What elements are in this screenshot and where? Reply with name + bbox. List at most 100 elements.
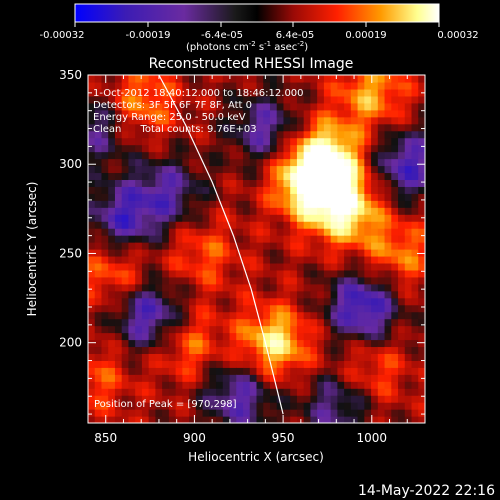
heatmap-cell — [256, 102, 264, 111]
heatmap-cell — [256, 311, 264, 320]
heatmap-cell — [283, 409, 291, 417]
heatmap-cell — [229, 269, 237, 278]
heatmap-cell — [344, 81, 352, 90]
heatmap-cell — [236, 200, 244, 208]
heatmap-cell — [317, 228, 325, 236]
heatmap-cell — [263, 193, 271, 201]
heatmap-cell — [418, 109, 425, 118]
heatmap-cell — [162, 346, 170, 354]
heatmap-cell — [344, 235, 352, 243]
heatmap-cell — [404, 353, 413, 361]
heatmap-cell — [162, 318, 170, 327]
heatmap-cell — [290, 102, 298, 111]
heatmap-cell — [222, 158, 231, 167]
heatmap-cell — [398, 165, 406, 174]
heatmap-cell — [411, 318, 419, 327]
heatmap-cell — [317, 262, 325, 271]
heatmap-cell — [243, 255, 251, 264]
heatmap-cell — [249, 381, 258, 389]
heatmap-cell — [236, 179, 244, 187]
heatmap-cell — [236, 235, 244, 243]
heatmap-cell — [283, 318, 291, 327]
heatmap-cell — [344, 75, 352, 83]
heatmap-cell — [344, 179, 352, 187]
heatmap-cell — [121, 186, 130, 194]
heatmap-cell — [182, 137, 190, 146]
heatmap-cell — [101, 269, 109, 278]
heatmap-cell — [135, 102, 143, 111]
heatmap-cell — [216, 214, 224, 222]
heatmap-cell — [269, 200, 278, 208]
heatmap-cell — [283, 304, 291, 313]
heatmap-cell — [108, 374, 116, 382]
heatmap-cell — [209, 304, 217, 313]
heatmap-cell — [243, 151, 251, 160]
heatmap-cell — [384, 102, 392, 111]
heatmap-cell — [377, 297, 386, 306]
heatmap-cell — [88, 262, 96, 271]
heatmap-cell — [317, 339, 325, 348]
heatmap-cell — [229, 276, 237, 285]
heatmap-cell — [128, 123, 136, 132]
heatmap-cell — [371, 346, 379, 354]
heatmap-cell — [290, 130, 298, 139]
heatmap-cell — [202, 214, 210, 222]
heatmap-cell — [135, 269, 143, 278]
heatmap-cell — [222, 269, 231, 278]
heatmap-cell — [88, 360, 96, 368]
heatmap-cell — [276, 207, 285, 215]
heatmap-cell — [317, 200, 325, 208]
heatmap-cell — [94, 207, 103, 215]
heatmap-cell — [296, 353, 305, 361]
heatmap-cell — [168, 353, 177, 361]
heatmap-cell — [182, 144, 190, 153]
heatmap-cell — [114, 221, 123, 229]
heatmap-cell — [114, 137, 123, 146]
heatmap-cell — [310, 395, 318, 403]
heatmap-cell — [175, 130, 183, 139]
heatmap-cell — [128, 88, 136, 97]
heatmap-cell — [263, 200, 271, 208]
heatmap-cell — [249, 81, 258, 90]
heatmap-cell — [202, 381, 210, 389]
heatmap-cell — [128, 207, 136, 215]
heatmap-cell — [364, 262, 372, 271]
heatmap-cell — [296, 165, 305, 174]
heatmap-cell — [202, 75, 210, 83]
peak-position-label: Position of Peak = [970,298] — [94, 399, 237, 410]
heatmap-cell — [398, 276, 406, 285]
heatmap-cell — [209, 346, 217, 354]
heatmap-cell — [222, 346, 231, 354]
heatmap-cell — [94, 81, 103, 90]
heatmap-cell — [135, 353, 143, 361]
heatmap-cell — [148, 332, 156, 341]
heatmap-cell — [175, 228, 183, 236]
heatmap-cell — [94, 200, 103, 208]
heatmap-cell — [216, 360, 224, 368]
heatmap-cell — [371, 123, 379, 132]
heatmap-cell — [141, 318, 150, 327]
heatmap-cell — [88, 269, 96, 278]
heatmap-cell — [337, 172, 345, 180]
heatmap-cell — [357, 242, 365, 250]
heatmap-cell — [128, 172, 136, 180]
heatmap-cell — [182, 179, 190, 187]
heatmap-cell — [330, 388, 338, 396]
heatmap-cell — [425, 200, 432, 208]
heatmap-cell — [101, 214, 109, 222]
heatmap-cell — [94, 290, 103, 299]
heatmap-cell — [337, 318, 345, 327]
heatmap-cell — [114, 304, 123, 313]
heatmap-cell — [330, 283, 338, 292]
heatmap-cell — [330, 353, 338, 361]
heatmap-cell — [94, 346, 103, 354]
heatmap-cell — [310, 346, 318, 354]
heatmap-cell — [384, 374, 392, 382]
heatmap-cell — [371, 304, 379, 313]
heatmap-cell — [243, 332, 251, 341]
heatmap-cell — [256, 186, 264, 194]
heatmap-cell — [350, 235, 359, 243]
heatmap-cell — [148, 367, 156, 375]
heatmap-cell — [411, 165, 419, 174]
heatmap-cell — [108, 242, 116, 250]
